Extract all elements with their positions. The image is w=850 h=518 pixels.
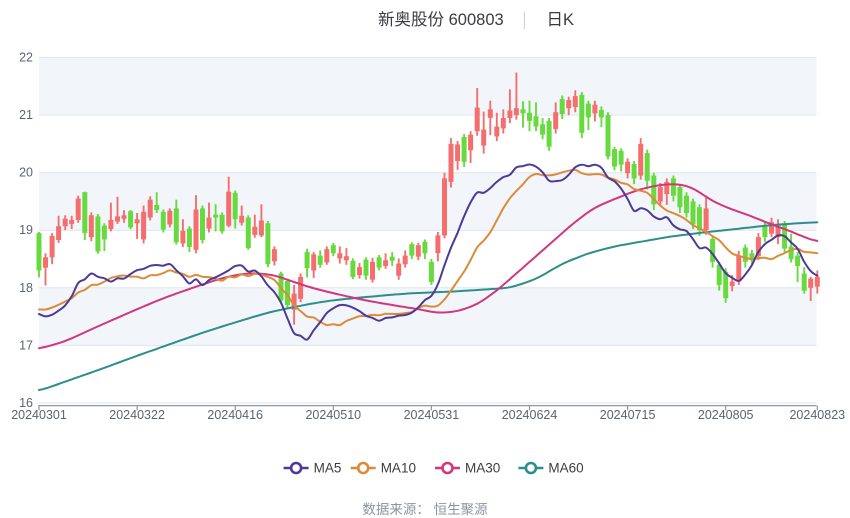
svg-text:21: 21 (19, 108, 33, 122)
svg-text:19: 19 (19, 223, 33, 237)
svg-text:20240715: 20240715 (600, 408, 656, 422)
svg-text:20240624: 20240624 (502, 408, 558, 422)
svg-text:17: 17 (19, 338, 33, 352)
svg-text:20240301: 20240301 (11, 408, 67, 422)
svg-text:MA30: MA30 (465, 460, 500, 475)
svg-text:MA60: MA60 (548, 460, 583, 475)
svg-text:20240805: 20240805 (698, 408, 754, 422)
svg-text:20240531: 20240531 (404, 408, 460, 422)
svg-text:20: 20 (19, 166, 33, 180)
svg-text:18: 18 (19, 281, 33, 295)
svg-text:22: 22 (19, 51, 33, 65)
svg-text:20240510: 20240510 (305, 408, 361, 422)
svg-text:MA5: MA5 (314, 460, 342, 475)
svg-text:20240823: 20240823 (789, 408, 845, 422)
svg-text:20240322: 20240322 (109, 408, 165, 422)
svg-text:20240416: 20240416 (207, 408, 263, 422)
svg-text:16: 16 (19, 396, 33, 410)
svg-text:MA10: MA10 (381, 460, 416, 475)
